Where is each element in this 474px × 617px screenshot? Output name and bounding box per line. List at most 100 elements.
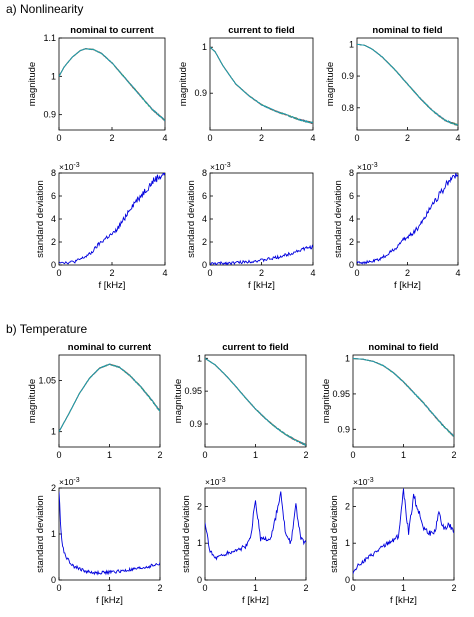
std-series-line xyxy=(357,173,458,265)
y-tick-label: 0 xyxy=(197,575,202,585)
y-exponent-label: ×10-3 xyxy=(357,162,378,172)
magnitude-series-line xyxy=(59,48,165,122)
x-tick-label: 4 xyxy=(310,268,315,278)
x-tick-label: 0 xyxy=(207,133,212,143)
x-tick-label: 0 xyxy=(354,133,359,143)
y-tick-label: 6 xyxy=(51,191,56,201)
magnitude-series-line xyxy=(210,46,313,124)
y-axis-label: magnitude xyxy=(173,379,184,423)
x-axis-label: f [kHz] xyxy=(394,280,421,291)
std-series-line xyxy=(59,491,160,576)
y-tick-label: 2 xyxy=(197,501,202,511)
chart-a-mag-1: 0 2 4 0.9 1 1.1 nominal to current magnitude xyxy=(27,25,168,143)
y-axis-label: standard deviation xyxy=(186,180,197,258)
y-tick-label: 8 xyxy=(51,168,56,178)
x-tick-label: 4 xyxy=(310,133,315,143)
chart-title: current to field xyxy=(228,25,295,36)
std-series-line xyxy=(205,491,306,561)
x-tick-label: 4 xyxy=(162,268,167,278)
y-tick-label: 1.05 xyxy=(38,376,56,386)
chart-a-mag-3: 0 2 4 0.8 0.9 1 nominal to field magnitude xyxy=(325,25,461,143)
std-series-line xyxy=(210,244,313,265)
y-tick-label: 0 xyxy=(202,260,207,270)
std-series-line xyxy=(353,488,454,575)
y-tick-label: 4 xyxy=(51,214,56,224)
y-tick-label: 4 xyxy=(349,214,354,224)
plot-area xyxy=(58,37,166,131)
x-tick-label: 2 xyxy=(157,450,162,460)
y-tick-label: 2 xyxy=(202,237,207,247)
x-tick-label: 1 xyxy=(107,450,112,460)
x-tick-label: 4 xyxy=(455,268,460,278)
y-tick-label: 0.95 xyxy=(332,389,350,399)
y-tick-label: 0 xyxy=(51,260,56,270)
x-tick-label: 2 xyxy=(259,268,264,278)
x-tick-label: 0 xyxy=(202,583,207,593)
x-tick-label: 1 xyxy=(401,450,406,460)
chart-title: nominal to current xyxy=(70,25,154,36)
y-axis-label: magnitude xyxy=(325,62,336,106)
chart-a-std-3: 0 2 4 0 2 4 6 8 f [kHz] standard deviation ×10-3 xyxy=(333,162,461,291)
x-tick-label: 2 xyxy=(405,268,410,278)
y-tick-label: 1.1 xyxy=(43,33,56,43)
plot-area xyxy=(352,354,455,448)
y-tick-label: 1 xyxy=(51,427,56,437)
x-tick-label: 1 xyxy=(253,450,258,460)
x-tick-label: 2 xyxy=(259,133,264,143)
y-tick-label: 2 xyxy=(345,501,350,511)
y-tick-label: 0 xyxy=(51,575,56,585)
y-tick-label: 1 xyxy=(51,529,56,539)
y-exponent-power: -3 xyxy=(73,162,79,169)
y-axis-label: magnitude xyxy=(178,62,189,106)
y-tick-label: 1 xyxy=(197,538,202,548)
y-tick-label: 1 xyxy=(349,39,354,49)
chart-title: current to field xyxy=(222,342,289,353)
y-exponent-label: ×10-3 xyxy=(205,477,226,487)
x-axis-label: f [kHz] xyxy=(248,280,275,291)
chart-b-mag-1: 0 1 2 1 1.05 nominal to current magnitude xyxy=(27,342,163,460)
y-tick-label: 1 xyxy=(345,354,350,364)
x-tick-label: 0 xyxy=(56,450,61,460)
y-tick-label: 1 xyxy=(202,42,207,52)
magnitude-series-line xyxy=(357,43,458,126)
y-tick-label: 1 xyxy=(51,71,56,81)
plot-area xyxy=(58,172,166,266)
y-tick-label: 0.9 xyxy=(189,419,202,429)
x-tick-label: 2 xyxy=(109,133,114,143)
plot-area xyxy=(58,354,161,448)
x-axis-label: f [kHz] xyxy=(242,595,269,606)
y-axis-label: standard deviation xyxy=(333,180,344,258)
section-title-nonlinearity: a) Nonlinearity xyxy=(6,2,84,16)
y-axis-label: standard deviation xyxy=(35,180,46,258)
chart-title: nominal to field xyxy=(368,342,438,353)
y-axis-label: standard deviation xyxy=(181,495,192,573)
y-axis-label: magnitude xyxy=(321,379,332,423)
x-tick-label: 2 xyxy=(109,268,114,278)
y-exponent-label: ×10-3 xyxy=(210,162,231,172)
plot-area xyxy=(58,487,161,581)
y-tick-label: 6 xyxy=(202,191,207,201)
section-title-temperature: b) Temperature xyxy=(6,322,88,336)
chart-b-std-1: 0 1 2 0 1 2 f [kHz] standard deviation ×10-3 xyxy=(35,477,163,606)
y-exponent-label: ×10-3 xyxy=(353,477,374,487)
y-exponent-label: ×10-3 xyxy=(59,477,80,487)
y-exponent-power: -3 xyxy=(371,162,377,169)
x-tick-label: 0 xyxy=(350,450,355,460)
x-tick-label: 2 xyxy=(451,450,456,460)
x-tick-label: 4 xyxy=(162,133,167,143)
y-tick-label: 2 xyxy=(349,237,354,247)
chart-a-std-2: 0 2 4 0 2 4 6 8 f [kHz] standard deviation ×10-3 xyxy=(186,162,316,291)
chart-title: nominal to field xyxy=(372,25,442,36)
plot-area xyxy=(209,37,314,131)
y-tick-label: 0 xyxy=(349,260,354,270)
y-tick-label: 6 xyxy=(349,191,354,201)
magnitude-series-line xyxy=(353,358,454,437)
x-tick-label: 0 xyxy=(56,583,61,593)
y-tick-label: 0.9 xyxy=(194,88,207,98)
x-tick-label: 2 xyxy=(303,450,308,460)
y-tick-label: 1 xyxy=(345,538,350,548)
y-tick-label: 0 xyxy=(345,575,350,585)
x-axis-label: f [kHz] xyxy=(390,595,417,606)
chart-a-mag-2: 0 2 4 0.9 1 current to field magnitude xyxy=(178,25,316,143)
